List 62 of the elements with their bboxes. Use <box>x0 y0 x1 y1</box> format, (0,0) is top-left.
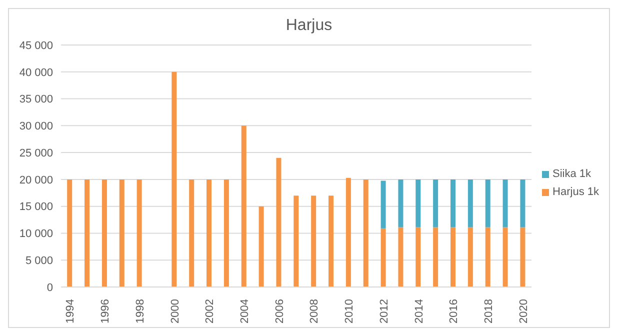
y-tick-label: 5 000 <box>25 255 53 268</box>
bar <box>136 179 142 287</box>
bar <box>346 178 351 287</box>
x-tick-label: 2000 <box>169 299 182 324</box>
bar <box>433 227 438 287</box>
y-tick-label: 35 000 <box>19 94 53 106</box>
bar <box>119 179 124 287</box>
bar <box>258 206 264 287</box>
x-tick-label: 2012 <box>378 299 390 324</box>
bar <box>502 179 508 228</box>
x-tick-label: 1996 <box>100 299 112 324</box>
x-tick-label: 2004 <box>238 299 251 324</box>
y-tick-label: 20 000 <box>19 174 53 186</box>
bar <box>276 158 282 287</box>
legend-label: Harjus 1k <box>552 186 599 198</box>
bar <box>241 126 246 287</box>
y-tick-label: 15 000 <box>19 201 53 214</box>
bar <box>102 179 107 287</box>
bar <box>398 227 404 287</box>
bar <box>328 196 334 287</box>
bar <box>450 227 456 287</box>
y-tick-label: 45 000 <box>19 40 53 52</box>
y-tick-label: 40 000 <box>19 66 53 79</box>
bar <box>380 228 386 287</box>
x-tick-label: 2008 <box>308 299 321 324</box>
bar <box>189 179 194 287</box>
x-tick-label: 1994 <box>64 299 77 324</box>
y-tick-label: 0 <box>46 282 53 294</box>
y-tick-label: 25 000 <box>19 147 53 160</box>
bar <box>172 72 177 287</box>
x-tick-label: 2016 <box>448 299 460 324</box>
bar <box>311 196 316 287</box>
bar <box>380 180 386 228</box>
x-tick-label: 2010 <box>344 299 356 324</box>
bar <box>416 227 421 287</box>
bar <box>485 227 490 287</box>
bar <box>67 179 72 287</box>
bar <box>520 227 526 287</box>
x-tick-label: 2014 <box>413 299 426 324</box>
bar <box>363 179 368 287</box>
bar <box>398 179 404 228</box>
bar <box>450 179 456 228</box>
x-tick-label: 2020 <box>518 299 530 324</box>
chart-title: Harjus <box>284 17 334 36</box>
bar <box>294 196 299 287</box>
y-tick-label: 10 000 <box>19 228 53 240</box>
bar <box>433 179 438 228</box>
bar <box>502 227 508 287</box>
y-tick-label: 30 000 <box>19 120 53 133</box>
bar <box>468 227 473 287</box>
bar <box>520 179 526 228</box>
x-tick-label: 1998 <box>134 299 146 324</box>
bar <box>468 179 473 228</box>
bar <box>416 179 421 228</box>
x-tick-label: 2006 <box>274 299 286 324</box>
legend-label: Siika 1k <box>552 168 592 180</box>
bar <box>84 179 90 287</box>
bar <box>206 179 212 287</box>
bar <box>224 179 229 287</box>
x-tick-label: 2018 <box>482 299 495 324</box>
x-tick-label: 2002 <box>204 299 216 324</box>
bar <box>485 179 490 228</box>
